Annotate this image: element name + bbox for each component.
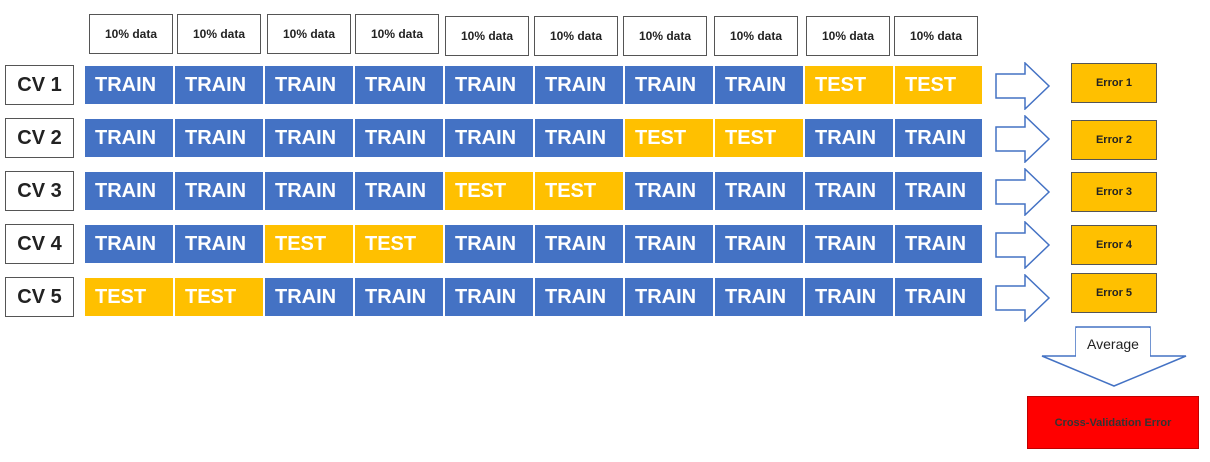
test-fold: TEST bbox=[895, 66, 982, 104]
train-fold: TRAIN bbox=[265, 119, 355, 157]
data-fold-header: 10% data bbox=[355, 14, 439, 54]
train-fold: TRAIN bbox=[265, 172, 355, 210]
data-fold-header: 10% data bbox=[623, 16, 707, 56]
train-fold: TRAIN bbox=[265, 66, 355, 104]
fold-strip: TRAIN TRAIN TRAIN TRAIN TRAIN TRAIN TRAIN TRAIN… bbox=[85, 66, 982, 104]
error-box: Error 3 bbox=[1071, 172, 1157, 212]
test-fold: TEST bbox=[85, 278, 175, 316]
cv-row-label: CV 4 bbox=[5, 224, 74, 264]
fold-strip: TRAIN TRAIN TEST TEST TRAIN TRAIN TRAIN TRAIN TR… bbox=[85, 225, 982, 263]
data-fold-header: 10% data bbox=[714, 16, 798, 56]
fold-strip: TRAIN TRAIN TRAIN TRAIN TEST TEST TRAIN TRAIN TR… bbox=[85, 172, 982, 210]
train-fold: TRAIN bbox=[355, 172, 445, 210]
data-fold-header: 10% data bbox=[806, 16, 890, 56]
train-fold: TRAIN bbox=[625, 278, 715, 316]
train-fold: TRAIN bbox=[175, 66, 265, 104]
train-fold: TRAIN bbox=[355, 278, 445, 316]
train-fold: TRAIN bbox=[445, 119, 535, 157]
train-fold: TRAIN bbox=[265, 278, 355, 316]
cv-row-label: CV 2 bbox=[5, 118, 74, 158]
fold-strip: TEST TEST TRAIN TRAIN TRAIN TRAIN TRAIN TRAIN TR… bbox=[85, 278, 982, 316]
right-arrow-icon bbox=[995, 168, 1051, 216]
train-fold: TRAIN bbox=[625, 172, 715, 210]
train-fold: TRAIN bbox=[805, 119, 895, 157]
train-fold: TRAIN bbox=[355, 119, 445, 157]
right-arrow-icon bbox=[995, 221, 1051, 269]
right-arrow-icon bbox=[995, 115, 1051, 163]
train-fold: TRAIN bbox=[895, 278, 982, 316]
right-arrow-icon bbox=[995, 62, 1051, 110]
test-fold: TEST bbox=[805, 66, 895, 104]
train-fold: TRAIN bbox=[625, 225, 715, 263]
error-box: Error 2 bbox=[1071, 120, 1157, 160]
train-fold: TRAIN bbox=[715, 66, 805, 104]
test-fold: TEST bbox=[265, 225, 355, 263]
data-fold-header: 10% data bbox=[445, 16, 529, 56]
data-fold-header: 10% data bbox=[894, 16, 978, 56]
error-box: Error 1 bbox=[1071, 63, 1157, 103]
train-fold: TRAIN bbox=[445, 66, 535, 104]
train-fold: TRAIN bbox=[805, 225, 895, 263]
train-fold: TRAIN bbox=[625, 66, 715, 104]
test-fold: TEST bbox=[445, 172, 535, 210]
train-fold: TRAIN bbox=[175, 172, 265, 210]
error-box: Error 5 bbox=[1071, 273, 1157, 313]
train-fold: TRAIN bbox=[85, 225, 175, 263]
train-fold: TRAIN bbox=[805, 278, 895, 316]
train-fold: TRAIN bbox=[715, 225, 805, 263]
data-fold-header: 10% data bbox=[267, 14, 351, 54]
train-fold: TRAIN bbox=[805, 172, 895, 210]
test-fold: TEST bbox=[715, 119, 805, 157]
train-fold: TRAIN bbox=[715, 278, 805, 316]
test-fold: TEST bbox=[175, 278, 265, 316]
train-fold: TRAIN bbox=[715, 172, 805, 210]
cv-row-label: CV 5 bbox=[5, 277, 74, 317]
train-fold: TRAIN bbox=[535, 225, 625, 263]
fold-strip: TRAIN TRAIN TRAIN TRAIN TRAIN TRAIN TEST TEST TR… bbox=[85, 119, 982, 157]
train-fold: TRAIN bbox=[535, 66, 625, 104]
train-fold: TRAIN bbox=[175, 225, 265, 263]
train-fold: TRAIN bbox=[175, 119, 265, 157]
train-fold: TRAIN bbox=[895, 119, 982, 157]
error-box: Error 4 bbox=[1071, 225, 1157, 265]
cv-row-label: CV 3 bbox=[5, 171, 74, 211]
train-fold: TRAIN bbox=[355, 66, 445, 104]
cv-row-label: CV 1 bbox=[5, 65, 74, 105]
train-fold: TRAIN bbox=[445, 225, 535, 263]
train-fold: TRAIN bbox=[85, 172, 175, 210]
train-fold: TRAIN bbox=[535, 278, 625, 316]
data-fold-header: 10% data bbox=[177, 14, 261, 54]
average-label: Average bbox=[1076, 328, 1150, 360]
cross-validation-error-box: Cross-Validation Error bbox=[1027, 396, 1199, 449]
train-fold: TRAIN bbox=[445, 278, 535, 316]
test-fold: TEST bbox=[355, 225, 445, 263]
train-fold: TRAIN bbox=[895, 172, 982, 210]
train-fold: TRAIN bbox=[85, 66, 175, 104]
data-fold-header: 10% data bbox=[89, 14, 173, 54]
train-fold: TRAIN bbox=[895, 225, 982, 263]
test-fold: TEST bbox=[535, 172, 625, 210]
right-arrow-icon bbox=[995, 274, 1051, 322]
train-fold: TRAIN bbox=[535, 119, 625, 157]
test-fold: TEST bbox=[625, 119, 715, 157]
data-fold-header: 10% data bbox=[534, 16, 618, 56]
train-fold: TRAIN bbox=[85, 119, 175, 157]
